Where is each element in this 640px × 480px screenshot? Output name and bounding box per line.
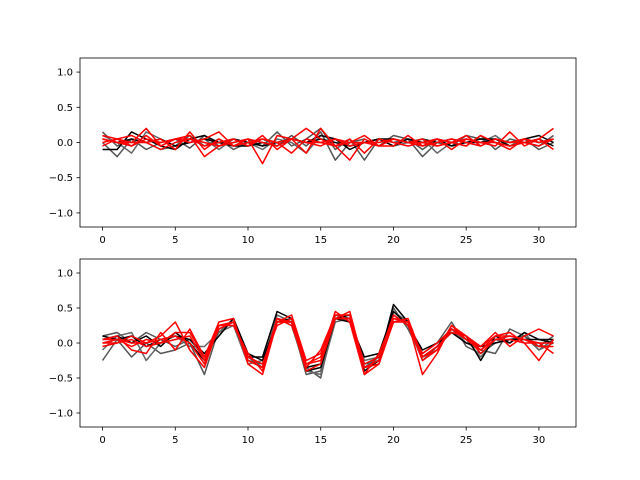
series-line-10	[102, 317, 554, 376]
x-tick-label: 5	[172, 435, 178, 446]
top-subplot: 0 5 10 15 20 25 30 −1.0 −0.5 0.0 0.5 1.0	[49, 57, 577, 246]
series-group	[101, 303, 555, 379]
y-tick-label: 1.0	[57, 68, 73, 79]
y-tick-label: −0.5	[49, 173, 73, 184]
y-tick-label: 0.0	[57, 138, 73, 149]
y-tick-label: 0.5	[57, 103, 73, 114]
y-tick-label: −1.0	[49, 208, 73, 219]
x-tick-label: 10	[242, 435, 255, 446]
x-tick-label: 5	[172, 235, 178, 246]
series-line-8	[102, 314, 554, 369]
x-tick-label: 15	[314, 235, 327, 246]
series-line-10	[102, 127, 554, 151]
x-tick-label: 30	[533, 235, 546, 246]
series-line-2	[101, 131, 554, 161]
x-tick-label: 15	[314, 435, 327, 446]
x-tick-label: 20	[387, 435, 400, 446]
y-tick-label: 1.0	[57, 269, 73, 280]
x-tick-label: 30	[533, 435, 546, 446]
bottom-subplot: 0 5 10 15 20 25 30 −1.0 −0.5 0.0 0.5 1.0	[49, 258, 577, 446]
series-line-9	[102, 138, 554, 147]
y-tick-label: 0.5	[57, 304, 73, 315]
x-tick-label: 25	[460, 435, 473, 446]
x-tick-label: 0	[99, 235, 105, 246]
x-tick-label: 20	[387, 235, 400, 246]
x-tick-label: 10	[242, 235, 255, 246]
y-tick-label: −0.5	[49, 374, 73, 385]
y-tick-label: 0.0	[57, 339, 73, 350]
series-group	[101, 127, 554, 165]
series-line-7	[102, 310, 555, 376]
x-tick-label: 0	[99, 435, 105, 446]
y-tick-label: −1.0	[49, 409, 73, 420]
x-tick-label: 25	[460, 235, 473, 246]
